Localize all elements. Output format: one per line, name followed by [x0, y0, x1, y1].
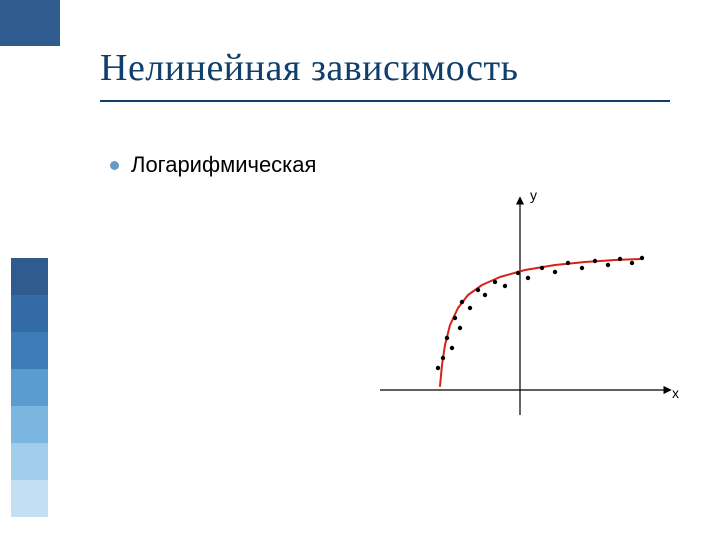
slide: Нелинейная зависимость Логарифмическая x… — [0, 0, 720, 540]
sidebar-square — [11, 295, 48, 332]
bullet-text: Логарифмическая — [131, 152, 316, 178]
sidebar-square — [11, 406, 48, 443]
sidebar-squares — [11, 258, 51, 517]
bullet-dot — [110, 161, 119, 170]
sidebar-square — [11, 258, 48, 295]
sidebar-square — [11, 332, 48, 369]
sidebar-top-block — [0, 0, 60, 46]
sidebar-square — [11, 480, 48, 517]
chart-svg: xy — [350, 190, 680, 430]
bullet-item: Логарифмическая — [110, 152, 316, 178]
sidebar-square — [11, 369, 48, 406]
slide-title: Нелинейная зависимость — [100, 46, 518, 90]
sidebar-square — [11, 443, 48, 480]
sidebar-decoration — [0, 0, 60, 540]
chart: xy — [350, 190, 680, 430]
svg-text:x: x — [672, 385, 679, 401]
svg-text:y: y — [530, 190, 537, 203]
slide-title-underline — [100, 100, 670, 102]
